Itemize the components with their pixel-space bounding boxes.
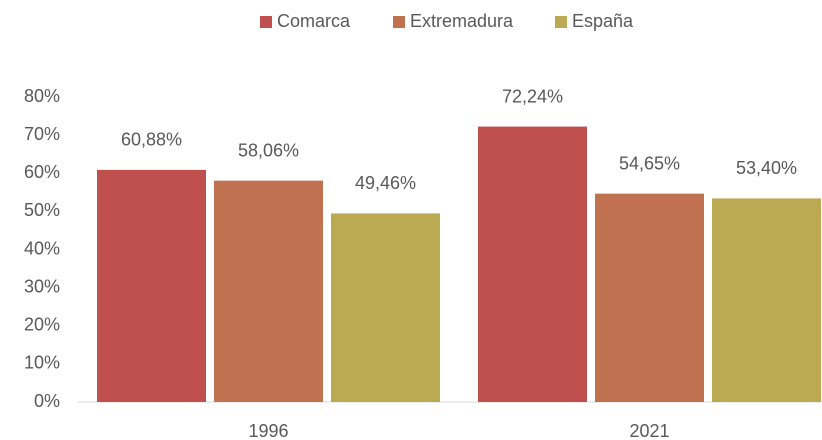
data-label: 72,24% — [502, 86, 563, 106]
y-tick-label: 80% — [24, 86, 60, 106]
bar — [214, 180, 323, 402]
legend-label: Extremadura — [410, 11, 514, 31]
y-tick-label: 70% — [24, 124, 60, 144]
data-label: 53,40% — [736, 158, 797, 178]
y-tick-label: 50% — [24, 200, 60, 220]
bar — [478, 126, 587, 403]
y-tick-label: 30% — [24, 276, 60, 296]
data-label: 60,88% — [121, 130, 182, 150]
legend-swatch — [393, 16, 405, 28]
y-tick-label: 10% — [24, 353, 60, 373]
bar — [712, 198, 821, 402]
legend-label: España — [572, 11, 634, 31]
data-label: 49,46% — [355, 173, 416, 193]
legend-label: Comarca — [277, 11, 351, 31]
legend-swatch — [260, 16, 272, 28]
bar — [97, 169, 206, 402]
data-label: 54,65% — [619, 153, 680, 173]
legend-swatch — [555, 16, 567, 28]
x-tick-label: 2021 — [629, 421, 669, 440]
bar — [331, 213, 440, 402]
y-tick-label: 60% — [24, 162, 60, 182]
y-tick-label: 40% — [24, 238, 60, 258]
bar — [595, 193, 704, 402]
x-tick-label: 1996 — [248, 421, 288, 440]
y-tick-label: 0% — [34, 391, 60, 411]
data-label: 58,06% — [238, 140, 299, 160]
y-tick-label: 20% — [24, 315, 60, 335]
